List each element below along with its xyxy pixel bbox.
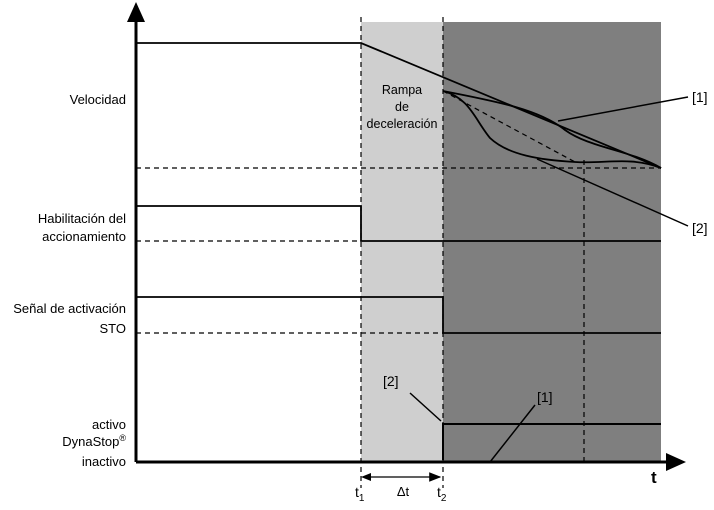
curve2-ref: [2] <box>692 220 708 236</box>
delta-t-label: Δt <box>397 484 410 499</box>
velocity-curve-1 <box>442 90 662 169</box>
ramp-label-line3: deceleración <box>367 117 438 131</box>
drive-enable-label-line1: Habilitación del <box>38 211 126 226</box>
drive-enable-label-line2: accionamiento <box>42 229 126 244</box>
dynastop-ref2-leader <box>409 392 442 422</box>
curve1-leader <box>557 96 689 122</box>
dynastop-name: DynaStop <box>62 434 119 449</box>
ramp-label-line2: de <box>395 100 409 114</box>
after-t2-band-dark <box>443 22 661 462</box>
dynastop-ref1-leader <box>489 404 536 463</box>
velocity-label: Velocidad <box>70 92 126 107</box>
y-axis-arrowhead <box>127 2 145 22</box>
dynastop-name-label: DynaStop® <box>62 433 126 449</box>
drive-enable-signal <box>136 205 661 242</box>
sto-label-line2: STO <box>100 321 127 336</box>
sto-activation-signal <box>136 296 661 334</box>
dynastop-signal <box>442 423 661 460</box>
velocity-curve-2 <box>442 90 662 169</box>
curve1-ref: [1] <box>692 89 708 105</box>
t2-subscript: 2 <box>441 493 447 504</box>
dynastop-ref1: [1] <box>537 389 553 405</box>
delta-t-left-arrowhead <box>361 473 371 481</box>
x-axis-arrowhead <box>666 453 686 471</box>
dynastop-registered-mark: ® <box>119 433 126 443</box>
t1-base: t <box>355 484 359 500</box>
sto-label-line1: Señal de activación <box>13 301 126 316</box>
dynastop-ref2: [2] <box>383 373 399 389</box>
t2-label: t2 <box>437 484 447 504</box>
t1-subscript: 1 <box>359 493 365 504</box>
dynastop-inactive-label: inactivo <box>82 454 126 469</box>
time-axis-label: t <box>651 468 657 487</box>
dynastop-active-label: activo <box>92 417 126 432</box>
t1-label: t1 <box>355 484 365 504</box>
delay-band-light <box>361 22 443 462</box>
curve2-leader <box>536 158 689 227</box>
velocity-ideal-dashed <box>442 90 576 163</box>
ramp-label-line1: Rampa <box>382 83 422 97</box>
t2-base: t <box>437 484 441 500</box>
